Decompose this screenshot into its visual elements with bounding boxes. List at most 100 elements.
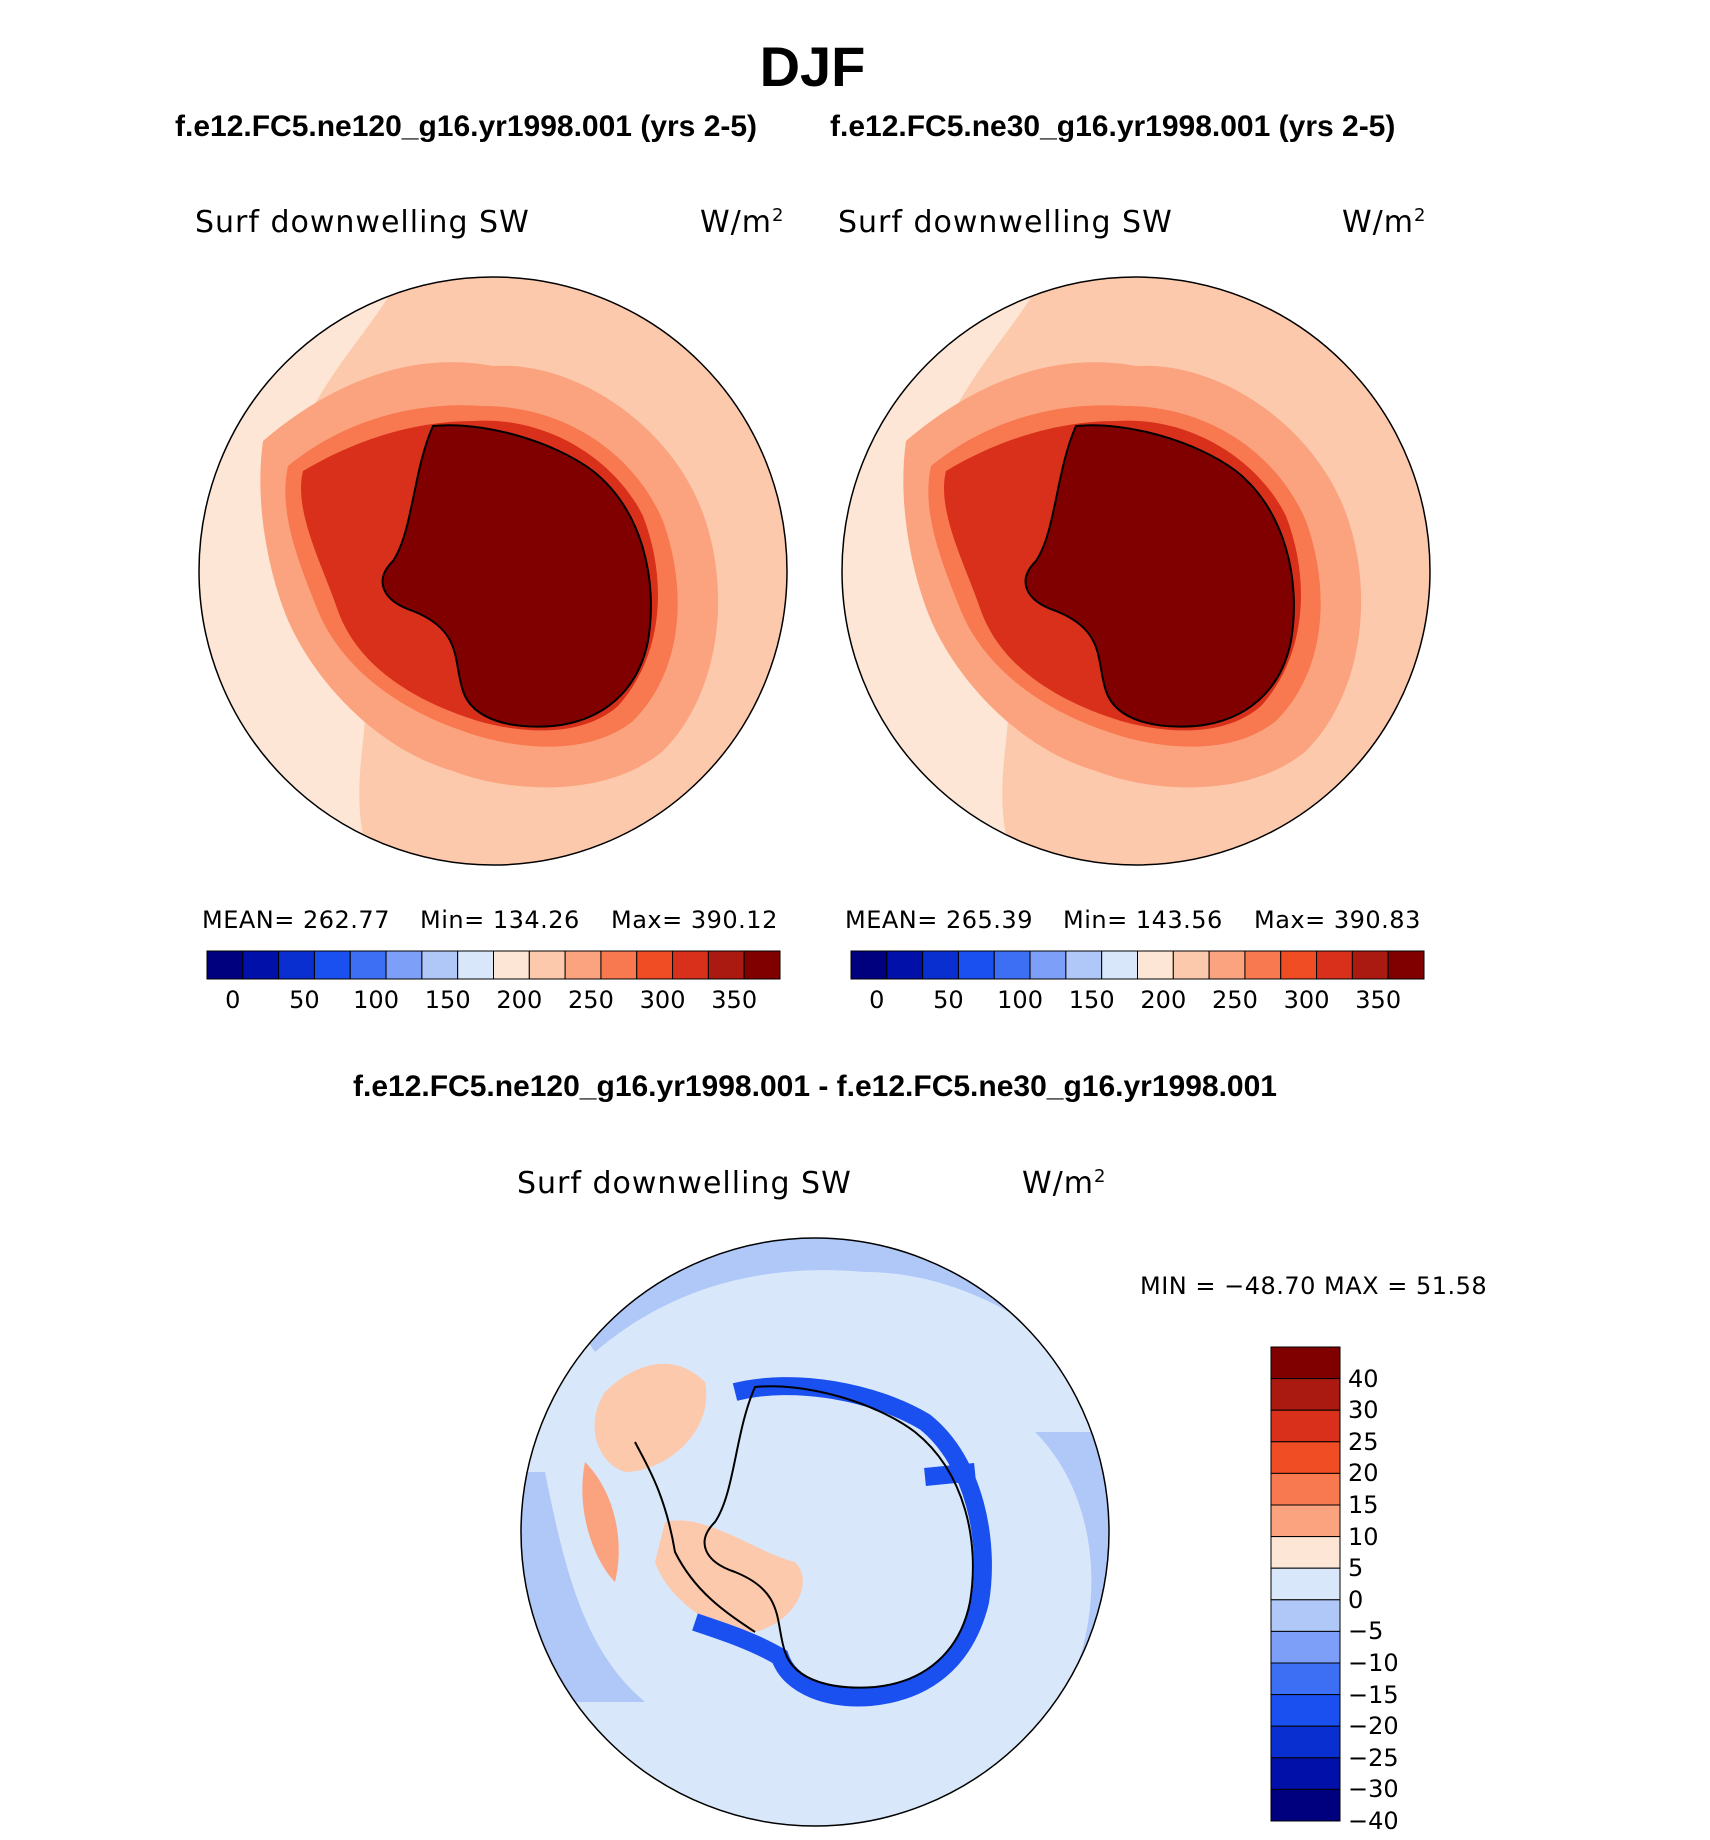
right-case-title: f.e12.FC5.ne30_g16.yr1998.001 (yrs 2-5) bbox=[830, 110, 1396, 143]
left-polar-map bbox=[198, 276, 788, 866]
diff-title: f.e12.FC5.ne120_g16.yr1998.001 - f.e12.F… bbox=[353, 1070, 1277, 1103]
right-colorbar-box bbox=[1280, 950, 1318, 980]
right-colorbar-tick-label: 50 bbox=[933, 986, 964, 1014]
left-colorbar-box bbox=[206, 950, 244, 980]
right-colorbar-box bbox=[1387, 950, 1425, 980]
left-colorbar-box bbox=[707, 950, 745, 980]
right-min-stat: Min= 143.56 bbox=[1063, 906, 1223, 934]
diff-units-label: W/m2 bbox=[1022, 1166, 1107, 1201]
left-colorbar-box bbox=[278, 950, 315, 980]
left-max-stat: Max= 390.12 bbox=[611, 906, 778, 934]
diff-minmax: MIN = −48.70 MAX = 51.58 bbox=[1140, 1272, 1488, 1300]
left-colorbar-tick-label: 0 bbox=[225, 986, 241, 1014]
diff-colorbar-tick-label: −15 bbox=[1348, 1680, 1399, 1709]
left-colorbar-box bbox=[564, 950, 602, 980]
diff-colorbar-box bbox=[1270, 1378, 1341, 1411]
left-colorbar-box bbox=[493, 950, 530, 980]
diff-colorbar-tick-label: 0 bbox=[1348, 1585, 1364, 1614]
diff-colorbar-box bbox=[1270, 1409, 1341, 1443]
diff-colorbar-box bbox=[1270, 1630, 1341, 1664]
right-colorbar-box bbox=[922, 950, 959, 980]
right-colorbar-tick-label: 200 bbox=[1140, 986, 1187, 1014]
right-colorbar-box bbox=[1351, 950, 1389, 980]
right-colorbar-box bbox=[957, 950, 995, 980]
diff-colorbar-box bbox=[1270, 1788, 1341, 1822]
diff-colorbar-ticks: 40 30 25 20 15 10 5 0 −5 −10 −15 −20 −25 −30 −40 bbox=[1348, 1347, 1428, 1835]
right-colorbar-box bbox=[886, 950, 924, 980]
left-colorbar-tick-label: 50 bbox=[289, 986, 320, 1014]
diff-colorbar-box bbox=[1270, 1536, 1341, 1569]
diff-colorbar-tick-label: −30 bbox=[1348, 1775, 1399, 1804]
right-colorbar-box bbox=[1065, 950, 1103, 980]
diff-colorbar-tick-label: 15 bbox=[1348, 1491, 1379, 1519]
left-colorbar-box bbox=[528, 950, 566, 980]
left-colorbar-box bbox=[313, 950, 351, 980]
left-min-stat: Min= 134.26 bbox=[420, 906, 580, 934]
left-variable-label: Surf downwelling SW bbox=[195, 205, 530, 240]
diff-colorbar-tick-label: −5 bbox=[1348, 1617, 1384, 1646]
left-colorbar-box bbox=[636, 950, 674, 980]
diff-variable-label: Surf downwelling SW bbox=[517, 1166, 852, 1201]
left-case-title: f.e12.FC5.ne120_g16.yr1998.001 (yrs 2-5) bbox=[175, 110, 758, 143]
diff-colorbar-tick-label: −20 bbox=[1348, 1712, 1399, 1741]
diff-colorbar-tick-label: 5 bbox=[1348, 1554, 1364, 1583]
diff-colorbar-box bbox=[1270, 1504, 1341, 1538]
right-colorbar-tick-label: 250 bbox=[1212, 986, 1258, 1014]
right-colorbar bbox=[850, 950, 1425, 980]
right-mean-stat: MEAN= 265.39 bbox=[845, 906, 1033, 934]
left-mean-stat: MEAN= 262.77 bbox=[202, 906, 390, 934]
left-colorbar-tick-label: 250 bbox=[568, 986, 614, 1014]
right-colorbar-box bbox=[1101, 950, 1138, 980]
right-colorbar-tick-label: 100 bbox=[997, 986, 1043, 1014]
right-colorbar-tick-label: 150 bbox=[1068, 986, 1115, 1014]
diff-colorbar-box bbox=[1270, 1725, 1341, 1759]
right-colorbar-tick-label: 350 bbox=[1355, 986, 1402, 1014]
diff-colorbar-tick-label: −10 bbox=[1348, 1649, 1399, 1677]
diff-colorbar-box bbox=[1270, 1662, 1341, 1696]
right-colorbar-tick-label: 0 bbox=[869, 986, 885, 1014]
diff-colorbar-tick-label: 40 bbox=[1348, 1364, 1379, 1393]
right-polar-map bbox=[841, 276, 1431, 866]
left-colorbar-box bbox=[385, 950, 423, 980]
right-units-label: W/m2 bbox=[1342, 205, 1427, 240]
left-colorbar-box bbox=[672, 950, 709, 980]
diff-colorbar-tick-label: 20 bbox=[1348, 1459, 1379, 1488]
diff-colorbar-tick-label: −25 bbox=[1348, 1743, 1399, 1772]
left-colorbar-box bbox=[743, 950, 781, 980]
left-colorbar bbox=[206, 950, 781, 980]
diff-colorbar-box bbox=[1270, 1567, 1341, 1601]
left-units-label: W/m2 bbox=[700, 205, 785, 240]
left-colorbar-tick-label: 150 bbox=[424, 986, 471, 1014]
right-variable-label: Surf downwelling SW bbox=[838, 205, 1173, 240]
diff-colorbar-box bbox=[1270, 1757, 1341, 1790]
left-colorbar-tick-label: 200 bbox=[496, 986, 543, 1014]
left-colorbar-box bbox=[421, 950, 459, 980]
right-colorbar-box bbox=[1316, 950, 1353, 980]
left-colorbar-box bbox=[600, 950, 638, 980]
right-colorbar-box bbox=[1244, 950, 1282, 980]
diff-colorbar-box bbox=[1270, 1694, 1341, 1727]
right-colorbar-ticks: 0 50 100 150 200 250 300 350 bbox=[851, 986, 1424, 1016]
diff-colorbar-tick-label: 25 bbox=[1348, 1427, 1379, 1456]
diff-colorbar-box bbox=[1270, 1441, 1341, 1474]
right-colorbar-box bbox=[1172, 950, 1210, 980]
diff-colorbar-box bbox=[1270, 1599, 1341, 1632]
left-colorbar-tick-label: 300 bbox=[639, 986, 686, 1014]
left-colorbar-ticks: 0 50 100 150 200 250 300 350 bbox=[207, 986, 780, 1016]
right-colorbar-box bbox=[1029, 950, 1067, 980]
right-max-stat: Max= 390.83 bbox=[1254, 906, 1421, 934]
diff-polar-map bbox=[520, 1237, 1110, 1827]
right-colorbar-box bbox=[1208, 950, 1246, 980]
diff-colorbar-box bbox=[1270, 1472, 1341, 1506]
right-colorbar-tick-label: 300 bbox=[1283, 986, 1330, 1014]
left-colorbar-box bbox=[457, 950, 494, 980]
right-colorbar-box bbox=[850, 950, 888, 980]
right-colorbar-box bbox=[993, 950, 1031, 980]
left-colorbar-tick-label: 350 bbox=[711, 986, 758, 1014]
diff-colorbar-tick-label: 30 bbox=[1348, 1396, 1379, 1425]
diff-colorbar-tick-label: −40 bbox=[1348, 1807, 1399, 1835]
diff-colorbar-tick-label: 10 bbox=[1348, 1522, 1379, 1551]
left-colorbar-box bbox=[242, 950, 280, 980]
left-colorbar-box bbox=[349, 950, 387, 980]
right-colorbar-box bbox=[1137, 950, 1174, 980]
